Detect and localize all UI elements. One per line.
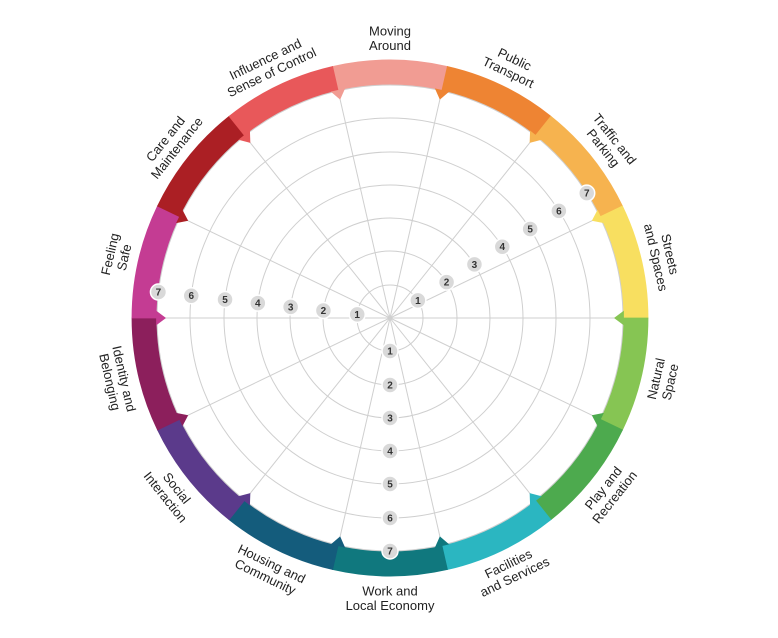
- svg-text:5: 5: [387, 480, 393, 491]
- scale-marker: 1: [348, 305, 366, 324]
- theme-spoke: [244, 317, 391, 501]
- theme-spoke: [389, 317, 536, 501]
- scale-marker: 5: [521, 220, 539, 238]
- theme-spoke: [389, 317, 601, 420]
- band-notch: [330, 88, 346, 100]
- svg-text:7: 7: [156, 288, 162, 299]
- svg-text:2: 2: [444, 278, 450, 289]
- band-notch: [176, 209, 189, 224]
- band-notch: [238, 493, 251, 506]
- scale-markers: 1 2 3 4 5 6 7 1 2 3 4 5 6 7 1 2 3 4 5 6 7: [149, 184, 596, 560]
- theme-spoke: [389, 135, 536, 319]
- scale-marker: 6: [381, 509, 399, 527]
- band-notch: [330, 536, 346, 548]
- svg-text:2: 2: [321, 306, 327, 317]
- svg-text:3: 3: [472, 260, 478, 271]
- scale-marker: 2: [381, 376, 399, 394]
- theme-spoke: [244, 135, 391, 319]
- theme-spoke: [179, 216, 391, 319]
- scale-marker: 7: [577, 184, 596, 202]
- scale-marker: 4: [381, 442, 399, 460]
- scale-marker: 5: [216, 290, 234, 309]
- theme-label-line: Local Economy: [346, 598, 435, 613]
- scale-marker: 7: [381, 542, 399, 560]
- theme-spoke: [389, 90, 443, 319]
- band-notch: [591, 412, 604, 427]
- scale-marker: 1: [381, 342, 399, 360]
- theme-label-line: Work and: [362, 583, 417, 598]
- theme-spoke: [337, 90, 391, 319]
- svg-text:6: 6: [387, 514, 393, 525]
- band-notch: [529, 493, 542, 506]
- scale-marker: 5: [381, 475, 399, 493]
- scale-marker: 1: [409, 291, 427, 310]
- svg-text:2: 2: [387, 381, 393, 392]
- svg-text:4: 4: [387, 447, 393, 458]
- band-notch: [176, 412, 189, 427]
- svg-text:3: 3: [288, 302, 294, 313]
- scale-marker: 2: [437, 273, 456, 291]
- theme-label-line: Around: [369, 38, 411, 53]
- svg-text:1: 1: [354, 310, 360, 321]
- svg-text:6: 6: [188, 291, 194, 302]
- scale-marker: 3: [381, 409, 399, 427]
- band-notch: [238, 130, 251, 143]
- svg-text:1: 1: [387, 347, 393, 358]
- band-notches: [156, 88, 624, 548]
- scale-marker: 2: [314, 301, 333, 320]
- band-notch: [156, 310, 166, 326]
- svg-text:5: 5: [222, 295, 228, 306]
- band-notch: [529, 130, 542, 143]
- theme-spoke: [337, 317, 391, 546]
- svg-text:6: 6: [556, 206, 562, 217]
- svg-text:7: 7: [584, 189, 590, 200]
- svg-text:1: 1: [415, 296, 421, 307]
- theme-spokes: [157, 90, 623, 546]
- scale-marker: 3: [465, 255, 484, 274]
- scale-marker: 4: [493, 237, 512, 256]
- band-notch: [434, 88, 450, 100]
- scale-marker: 7: [149, 283, 168, 301]
- theme-spoke: [179, 317, 391, 420]
- svg-text:7: 7: [387, 547, 393, 558]
- band-notch: [591, 209, 604, 224]
- scale-marker: 3: [281, 298, 300, 316]
- scale-marker: 6: [182, 286, 200, 305]
- svg-text:3: 3: [387, 414, 393, 425]
- theme-label-line: Moving: [369, 23, 411, 38]
- theme-label-line: Safe: [114, 243, 135, 272]
- band-notch: [434, 536, 450, 548]
- scale-marker: 6: [550, 202, 568, 220]
- scale-marker: 4: [249, 294, 267, 312]
- svg-text:5: 5: [527, 225, 533, 236]
- band-notch: [614, 310, 624, 326]
- svg-text:4: 4: [500, 242, 506, 253]
- theme-spoke: [389, 317, 443, 546]
- svg-text:4: 4: [255, 299, 261, 310]
